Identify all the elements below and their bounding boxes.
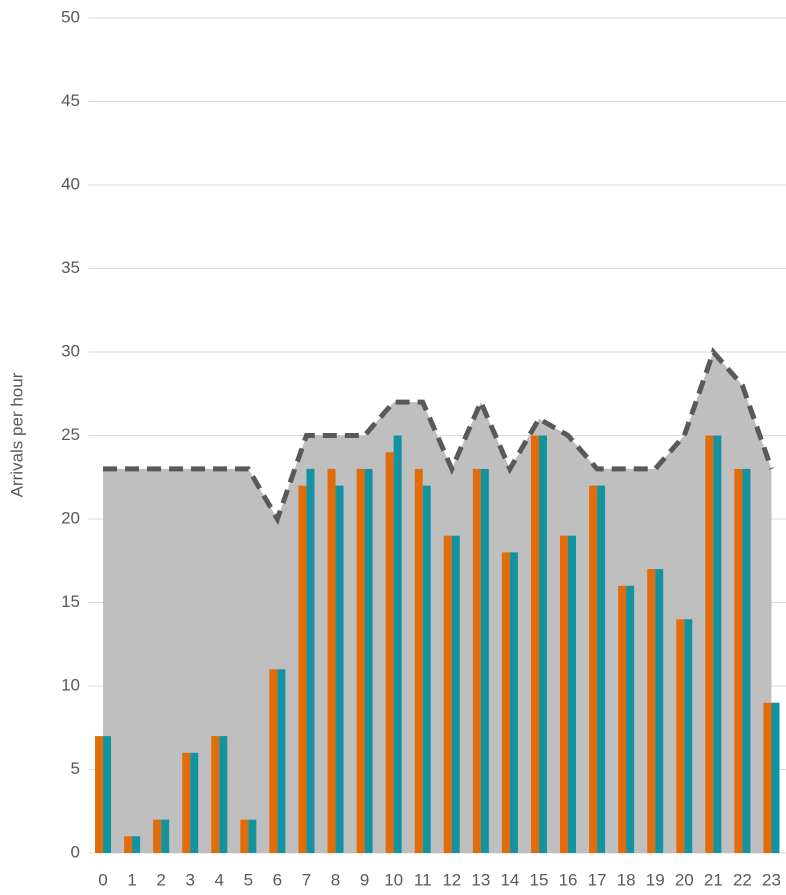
x-tick-label: 14 xyxy=(500,870,519,889)
y-tick-label: 35 xyxy=(61,258,80,277)
x-tick-label: 1 xyxy=(127,870,136,889)
y-tick-label: 30 xyxy=(61,341,80,360)
bar xyxy=(248,819,257,853)
bar xyxy=(219,736,228,853)
bar xyxy=(501,552,510,853)
bar xyxy=(182,752,191,853)
bar xyxy=(742,468,751,853)
y-tick-label: 25 xyxy=(61,425,80,444)
bar xyxy=(451,535,460,853)
area-line xyxy=(103,347,774,525)
y-axis-label: Arrivals per hour xyxy=(7,372,26,497)
x-tick-label: 10 xyxy=(384,870,403,889)
bar xyxy=(626,585,635,853)
bar xyxy=(132,836,141,853)
x-tick-label: 5 xyxy=(244,870,253,889)
bar xyxy=(356,468,365,853)
bar xyxy=(509,552,518,853)
bar xyxy=(589,485,598,853)
x-tick-label: 7 xyxy=(302,870,311,889)
x-tick-label: 0 xyxy=(98,870,107,889)
y-tick-label: 50 xyxy=(61,7,80,26)
bar xyxy=(298,485,307,853)
x-tick-label: 15 xyxy=(530,870,549,889)
bar xyxy=(422,485,431,853)
x-tick-label: 23 xyxy=(762,870,781,889)
bar xyxy=(560,535,569,853)
bar xyxy=(647,569,656,853)
bar xyxy=(684,619,693,853)
bar xyxy=(480,468,489,853)
x-tick-label: 17 xyxy=(588,870,607,889)
bar xyxy=(414,468,423,853)
x-tick-label: 12 xyxy=(442,870,461,889)
bar xyxy=(269,669,278,853)
x-tick-label: 16 xyxy=(559,870,578,889)
bar xyxy=(240,819,249,853)
bar xyxy=(190,752,199,853)
x-tick-label: 8 xyxy=(331,870,340,889)
bar xyxy=(393,435,402,853)
bar xyxy=(364,468,373,853)
bar xyxy=(472,468,481,853)
x-tick-label: 4 xyxy=(215,870,224,889)
bar xyxy=(538,435,547,853)
bar xyxy=(655,569,664,853)
bar xyxy=(124,836,133,853)
bar xyxy=(103,736,112,853)
x-tick-label: 2 xyxy=(156,870,165,889)
y-tick-label: 20 xyxy=(61,508,80,527)
bar xyxy=(153,819,162,853)
bar xyxy=(618,585,627,853)
bar xyxy=(443,535,452,853)
bar xyxy=(771,702,780,853)
x-tick-label: 6 xyxy=(273,870,282,889)
y-tick-label: 40 xyxy=(61,174,80,193)
bar xyxy=(734,468,743,853)
y-tick-label: 0 xyxy=(71,842,80,861)
x-tick-label: 9 xyxy=(360,870,369,889)
bar xyxy=(705,435,714,853)
bar xyxy=(385,452,394,853)
bar xyxy=(597,485,606,853)
x-tick-label: 20 xyxy=(675,870,694,889)
y-tick-label: 10 xyxy=(61,675,80,694)
bar xyxy=(568,535,577,853)
y-tick-label: 15 xyxy=(61,592,80,611)
bar xyxy=(530,435,539,853)
bar xyxy=(161,819,170,853)
bar xyxy=(713,435,722,853)
bar xyxy=(211,736,220,853)
y-tick-label: 45 xyxy=(61,91,80,110)
x-tick-label: 21 xyxy=(704,870,723,889)
x-tick-label: 3 xyxy=(185,870,194,889)
area xyxy=(103,352,772,853)
bar xyxy=(306,468,315,853)
x-tick-label: 11 xyxy=(414,870,432,889)
bar xyxy=(95,736,104,853)
bar xyxy=(335,485,344,853)
bar xyxy=(327,468,336,853)
x-tick-label: 13 xyxy=(471,870,490,889)
x-tick-label: 22 xyxy=(733,870,752,889)
bar xyxy=(763,702,772,853)
bar xyxy=(277,669,286,853)
y-tick-label: 5 xyxy=(71,759,80,778)
x-tick-label: 18 xyxy=(617,870,636,889)
bar xyxy=(676,619,685,853)
x-tick-label: 19 xyxy=(646,870,665,889)
